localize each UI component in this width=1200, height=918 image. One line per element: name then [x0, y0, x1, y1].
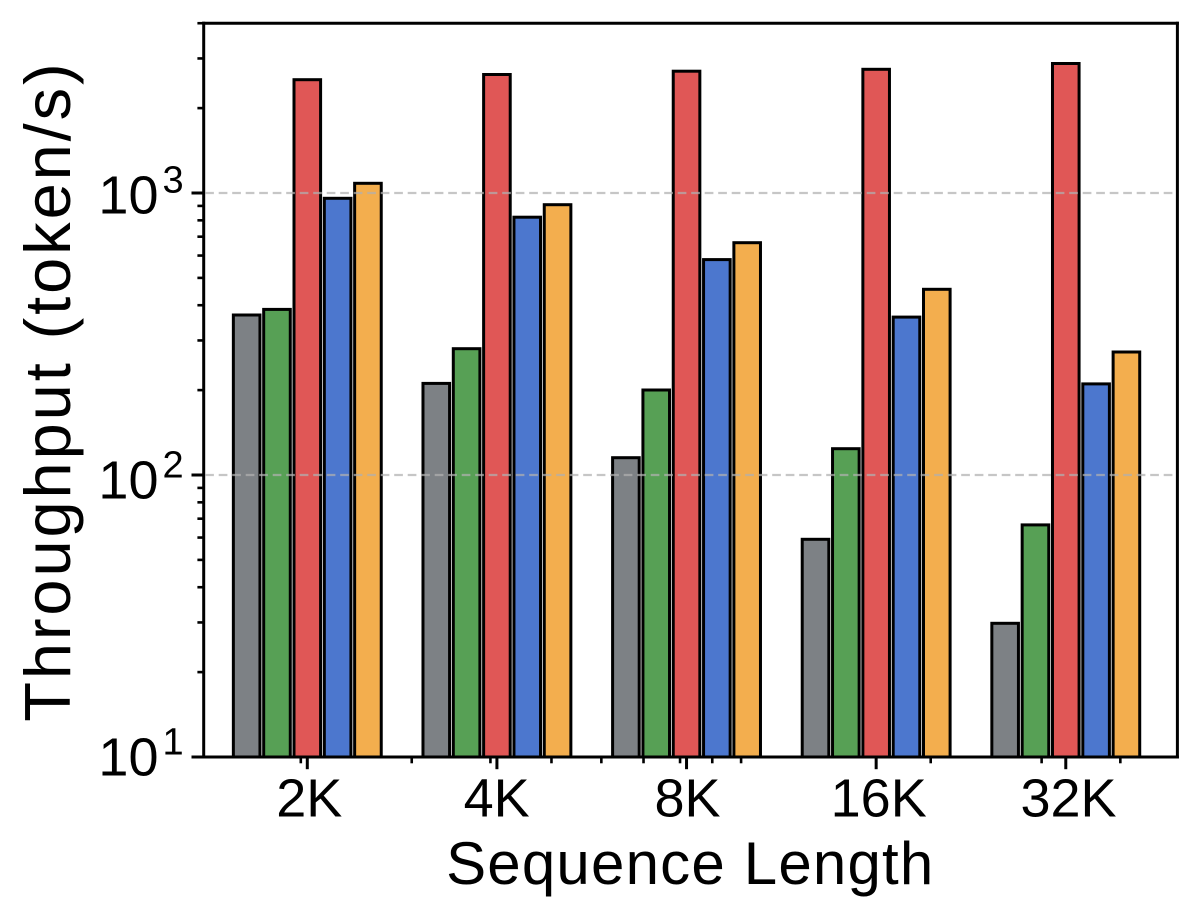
- svg-text:8K: 8K: [654, 769, 720, 829]
- svg-text:10: 10: [98, 450, 158, 510]
- svg-text:2K: 2K: [276, 769, 342, 829]
- svg-text:3: 3: [163, 160, 184, 202]
- svg-text:4K: 4K: [464, 769, 530, 829]
- svg-text:32K: 32K: [1020, 769, 1116, 829]
- svg-text:2: 2: [163, 444, 184, 486]
- svg-text:Sequence Length: Sequence Length: [446, 830, 934, 897]
- svg-text:16K: 16K: [831, 769, 927, 829]
- svg-text:1: 1: [163, 721, 184, 763]
- svg-text:Throughput (token/s): Throughput (token/s): [11, 60, 84, 721]
- svg-text:10: 10: [98, 727, 158, 787]
- svg-text:10: 10: [98, 166, 158, 226]
